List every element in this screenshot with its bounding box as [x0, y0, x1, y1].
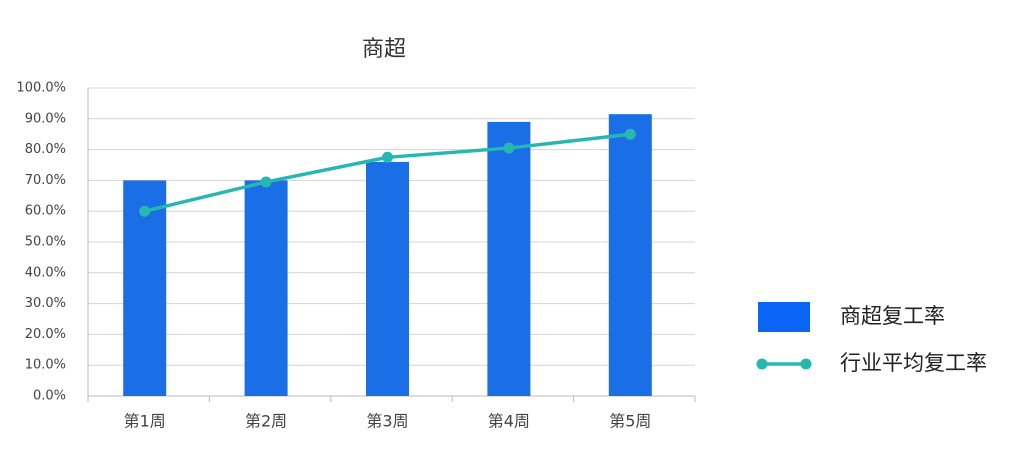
bar	[608, 114, 652, 397]
line-point	[382, 151, 393, 163]
x-tick-label: 第3周	[366, 412, 408, 431]
x-tick-label: 第5周	[609, 412, 651, 431]
legend-swatch	[800, 358, 812, 370]
line-point	[260, 176, 272, 188]
y-tick-label: 50.0%	[25, 235, 66, 250]
legend-label: 行业平均复工率	[840, 351, 987, 375]
y-tick-label: 90.0%	[25, 111, 66, 126]
legend-swatch	[758, 302, 810, 332]
x-tick-label: 第1周	[124, 412, 166, 431]
bar	[244, 180, 288, 396]
chart-title: 商超	[362, 37, 406, 62]
y-tick-label: 70.0%	[25, 173, 66, 188]
line-point	[139, 205, 151, 217]
y-tick-label: 30.0%	[25, 296, 66, 311]
legend-swatch	[756, 358, 768, 370]
bar	[487, 121, 531, 396]
x-tick-label: 第4周	[488, 412, 530, 431]
y-tick-label: 60.0%	[25, 204, 66, 219]
line-point	[503, 142, 515, 154]
y-tick-label: 0.0%	[33, 389, 66, 404]
y-tick-label: 20.0%	[25, 327, 66, 342]
bar	[366, 161, 409, 396]
legend-label: 商超复工率	[840, 304, 945, 328]
line-point	[624, 128, 636, 140]
y-tick-label: 80.0%	[25, 142, 66, 157]
y-tick-label: 40.0%	[25, 265, 66, 280]
y-tick-label: 10.0%	[25, 358, 66, 373]
y-tick-label: 100.0%	[16, 81, 66, 96]
x-tick-label: 第2周	[245, 412, 287, 431]
